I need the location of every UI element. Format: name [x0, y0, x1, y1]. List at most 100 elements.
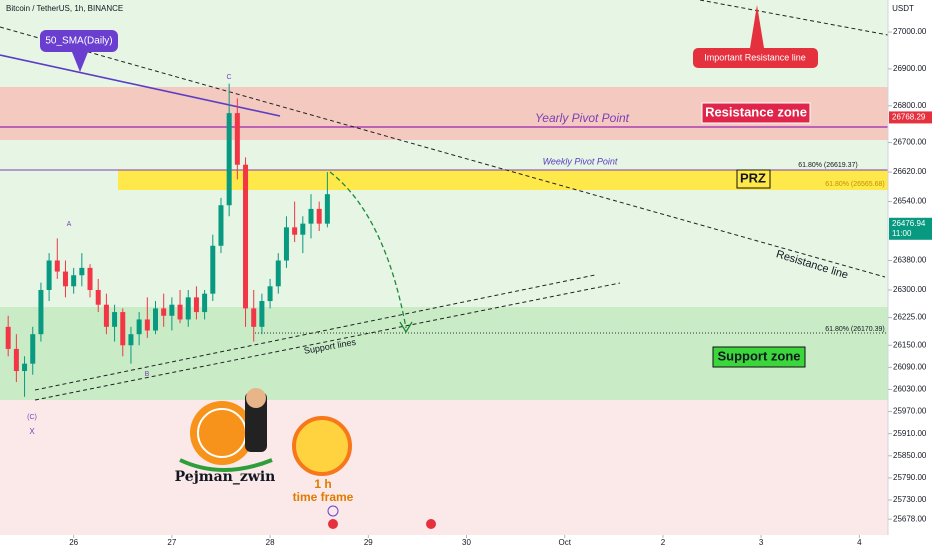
- important-callout-pointer: [750, 5, 764, 48]
- candle-body: [259, 301, 265, 327]
- candle-body: [22, 363, 28, 372]
- sma-callout-pointer: [72, 52, 88, 72]
- y-tick-label: 25850.00: [893, 451, 927, 460]
- lower-background: [0, 400, 888, 535]
- event-icon: [426, 519, 436, 529]
- y-tick-label: 26150.00: [893, 340, 927, 349]
- candle-body: [87, 267, 93, 290]
- pivot-price-box: [889, 111, 932, 124]
- candle-body: [136, 319, 142, 335]
- candle-body: [210, 245, 216, 294]
- candles: [5, 83, 330, 397]
- fib-label: 61.80% (26565.68): [825, 181, 885, 188]
- top-trendline: [699, 0, 889, 36]
- projection-arrow: [399, 321, 413, 334]
- candle-body: [79, 267, 85, 276]
- y-tick-label: 26090.00: [893, 362, 927, 371]
- y-tick-label: 25970.00: [893, 407, 927, 416]
- candle-body: [144, 319, 150, 331]
- logo-swoosh: [179, 458, 273, 472]
- y-tick-label: 26380.00: [893, 256, 927, 265]
- avatar-head: [246, 388, 266, 408]
- candle-body: [169, 304, 175, 316]
- timeframe-label: 1 h: [314, 477, 331, 491]
- prz-box: [736, 169, 771, 189]
- y-tick-label: 26700.00: [893, 138, 927, 147]
- x-tick-label: 30: [462, 538, 471, 547]
- resistance-trendline: [0, 26, 886, 278]
- x-tick-label: Oct: [558, 538, 571, 547]
- candle-body: [226, 113, 232, 206]
- candle-body: [185, 297, 191, 320]
- candle-body: [46, 260, 52, 290]
- author-name: Pejman_zwin: [175, 469, 276, 485]
- candle-body: [193, 297, 199, 313]
- y-tick-label: 27000.00: [893, 27, 927, 36]
- candle-body: [112, 312, 118, 327]
- important-callout: [693, 48, 818, 68]
- y-tick-label: 26300.00: [893, 285, 927, 294]
- candle-body: [103, 304, 109, 327]
- avatar: [245, 392, 267, 452]
- candle-body: [62, 271, 68, 287]
- y-tick-label: 25730.00: [893, 495, 927, 504]
- x-tick-label: 27: [167, 538, 176, 547]
- chart-title: Bitcoin / TetherUS, 1h, BINANCE: [6, 4, 123, 13]
- timeframe-label: time frame: [293, 490, 354, 504]
- candle-body: [243, 164, 249, 309]
- x-tick-label: 3: [759, 538, 764, 547]
- y-tick-label: 26800.00: [893, 101, 927, 110]
- last-price-label: 26476.94: [892, 219, 926, 228]
- event-icon: [327, 505, 339, 517]
- support-zone-label: Support zone: [717, 348, 800, 363]
- x-tick-label: 2: [661, 538, 666, 547]
- candle-body: [120, 312, 126, 346]
- candle-body: [292, 227, 298, 235]
- y-tick-label: 26900.00: [893, 64, 927, 73]
- candle-body: [153, 308, 159, 331]
- x-tick-label: 26: [69, 538, 78, 547]
- y-tick-label: 25910.00: [893, 429, 927, 438]
- sma-label: 50_SMA(Daily): [45, 36, 112, 47]
- sma-line: [0, 54, 281, 117]
- candle-body: [267, 286, 273, 302]
- countdown-label: 11:00: [892, 229, 912, 238]
- candle-body: [275, 260, 281, 287]
- fib-label: 61.80% (26619.37): [798, 162, 858, 169]
- candle-body: [38, 289, 44, 335]
- candle-body: [95, 289, 101, 305]
- candle-body: [5, 326, 11, 349]
- important-label: Important Resistance line: [704, 52, 806, 62]
- candle-body: [300, 223, 306, 235]
- yearly-pivot-label: Yearly Pivot Point: [535, 111, 630, 125]
- wave-label: B: [145, 371, 150, 378]
- candle-body: [251, 308, 257, 327]
- support-trendline: [34, 274, 596, 391]
- prz-band: [118, 170, 888, 190]
- time-axis: [0, 535, 888, 550]
- resistance-zone-box: [701, 102, 811, 124]
- support-trendline: [34, 282, 621, 401]
- candle-body: [54, 260, 60, 272]
- candle-body: [234, 113, 240, 165]
- x-tick-label: 28: [266, 538, 275, 547]
- x-tick-label: 4: [857, 538, 862, 547]
- candle-body: [177, 304, 183, 320]
- last-price-box: [889, 217, 932, 240]
- pivot-price-label: 26768.29: [892, 113, 926, 122]
- candle-body: [283, 227, 289, 261]
- y-tick-label: 25678.00: [893, 514, 927, 523]
- candle-body: [308, 208, 314, 224]
- y-tick-label: 25790.00: [893, 473, 927, 482]
- candle-body: [316, 208, 322, 224]
- candle-body: [324, 194, 330, 224]
- x-tick-label: 29: [364, 538, 373, 547]
- candle-body: [71, 275, 77, 287]
- support-zone-box: [712, 346, 806, 368]
- fib-label: 61.80% (26170.39): [825, 326, 885, 333]
- projection-path: [329, 171, 407, 329]
- wave-label: (C): [27, 414, 37, 421]
- wave-label: C: [226, 74, 231, 81]
